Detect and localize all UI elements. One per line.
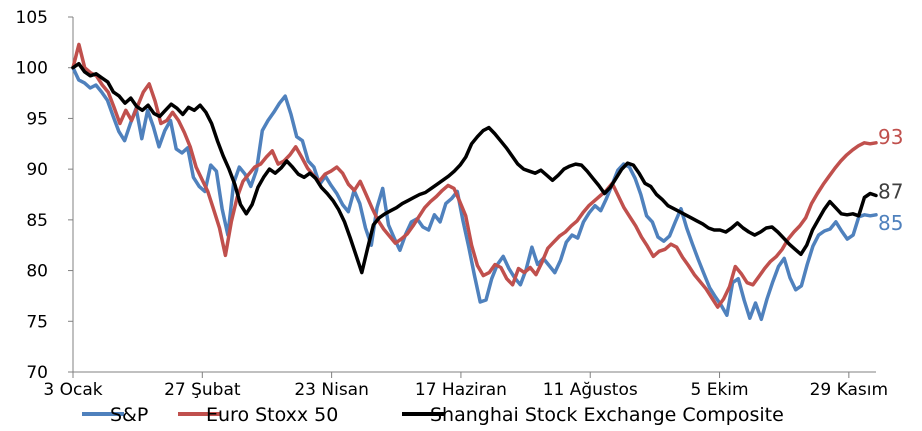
x-tick-label: 27 Şubat — [164, 380, 241, 400]
y-tick-label: 80 — [26, 262, 48, 282]
series-layer — [71, 42, 878, 322]
legend-label-2: Shanghai Stock Exchange Composite — [430, 404, 784, 426]
end-value-label-0: 85 — [878, 211, 903, 235]
legend-label-0: S&P — [110, 404, 148, 426]
y-tick-label: 90 — [26, 160, 48, 180]
x-tick-label: 29 Kasım — [810, 380, 888, 400]
end-value-label-1: 93 — [878, 125, 903, 149]
x-tick-label: 17 Haziran — [415, 380, 507, 400]
x-axis: 3 Ocak 27 Şubat 23 Nisan 17 Haziran 11 Ağust… — [43, 371, 888, 400]
series-line-0 — [71, 65, 878, 322]
y-tick-label: 70 — [26, 363, 48, 383]
x-tick-label: 5 Ekim — [690, 380, 748, 400]
y-tick-label: 85 — [26, 211, 48, 231]
x-tick-label: 3 Ocak — [43, 380, 102, 400]
y-tick-label: 100 — [16, 59, 48, 79]
legend: S&P Euro Stoxx 50 Shanghai Stock Exchange … — [82, 404, 784, 426]
legend-label-1: Euro Stoxx 50 — [206, 404, 338, 426]
x-tick-label: 11 Ağustos — [543, 380, 638, 400]
y-axis: 70 75 80 85 90 95 100 105 — [16, 8, 74, 383]
end-labels: 85 93 87 — [878, 125, 903, 235]
y-tick-label: 105 — [16, 8, 48, 28]
y-tick-label: 75 — [26, 312, 48, 332]
series-line-1 — [71, 42, 878, 309]
y-tick-label: 95 — [26, 109, 48, 129]
end-value-label-2: 87 — [878, 180, 903, 204]
series-line-2 — [71, 61, 878, 275]
x-tick-label: 23 Nisan — [294, 380, 369, 400]
